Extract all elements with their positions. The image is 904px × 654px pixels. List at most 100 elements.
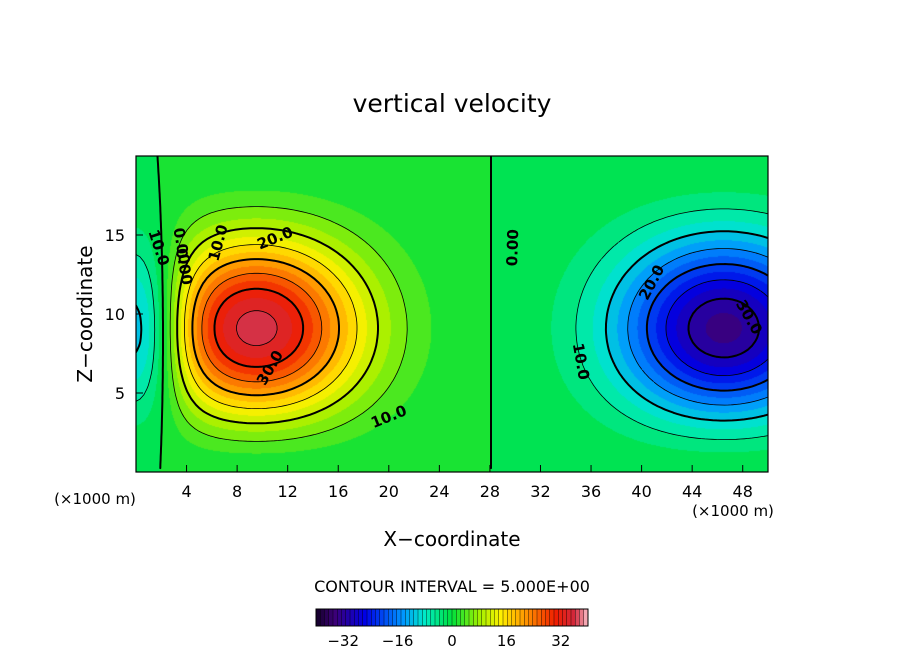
x-unit-label-left: (×1000 m)	[54, 490, 136, 508]
colorbar-swatch	[315, 608, 321, 627]
colorbar-swatch	[366, 608, 372, 627]
y-tick-label: 10	[105, 305, 125, 324]
colorbar-swatch	[383, 608, 389, 627]
colorbar-swatch	[524, 608, 530, 627]
colorbar-swatch	[541, 608, 547, 627]
colorbar-swatch	[447, 608, 453, 627]
x-tick-label: 40	[631, 482, 651, 501]
colorbar-swatch	[328, 608, 334, 627]
colorbar-swatch	[477, 608, 483, 627]
colorbar-swatch	[460, 608, 466, 627]
colorbar-swatch	[354, 608, 360, 627]
colorbar-swatch	[575, 608, 581, 627]
colorbar-swatch	[426, 608, 432, 627]
colorbar-tick-label: 32	[551, 632, 570, 650]
x-axis-ticks: 4 8 12 16 20 24 28 32 36 40 44 48	[181, 465, 753, 501]
x-tick-label: 4	[181, 482, 191, 501]
x-tick-label: 36	[581, 482, 601, 501]
colorbar-swatch	[332, 608, 338, 627]
colorbar-swatch	[494, 608, 500, 627]
contour-line-20	[191, 258, 340, 397]
colorbar-swatch	[320, 608, 326, 627]
colorbar-swatch	[392, 608, 398, 627]
contour-line-0	[156, 156, 492, 470]
colorbar-swatch	[498, 608, 504, 627]
colorbar-swatch	[464, 608, 470, 627]
colorbar-tick-label: 16	[497, 632, 516, 650]
contour-line-neg10	[136, 230, 768, 422]
contour-line-neg15	[627, 248, 768, 406]
colorbar-swatch	[337, 608, 343, 627]
contour-line-35	[236, 310, 278, 346]
colorbar-swatch	[443, 608, 449, 627]
colorbar-swatch	[558, 608, 564, 627]
colorbar-swatch	[473, 608, 479, 627]
colorbar-swatch	[507, 608, 513, 627]
y-axis-ticks: 5 10 15	[105, 226, 143, 403]
x-tick-label: 16	[328, 482, 348, 501]
colorbar-swatch	[409, 608, 415, 627]
contour-line-5	[169, 206, 408, 442]
x-tick-label: 28	[480, 482, 500, 501]
contour-line-neg20	[645, 263, 768, 392]
colorbar-swatch	[345, 608, 351, 627]
colorbar-swatch	[341, 608, 347, 627]
colorbar-swatch	[430, 608, 436, 627]
contour-line-neg25	[665, 279, 768, 376]
contour-interval-text: CONTOUR INTERVAL = 5.000E+00	[314, 577, 590, 596]
y-tick-label: 5	[115, 384, 125, 403]
contour-label: 0.00	[503, 229, 522, 267]
chart-title: vertical velocity	[353, 89, 552, 118]
colorbar-swatch	[375, 608, 381, 627]
colorbar-tick-label: −32	[327, 632, 359, 650]
colorbar-swatch	[451, 608, 457, 627]
colorbar-ticks: −32 −16 0 16 32	[327, 632, 570, 650]
colorbar-swatch	[413, 608, 419, 627]
colorbar-swatch	[405, 608, 411, 627]
colorbar-swatch	[400, 608, 406, 627]
colorbar-swatch	[349, 608, 355, 627]
y-axis-label: Z−coordinate	[73, 245, 97, 382]
heatmap-field	[136, 156, 768, 472]
x-tick-label: 24	[429, 482, 449, 501]
colorbar-swatch	[434, 608, 440, 627]
colorbar-swatch	[481, 608, 487, 627]
colorbar-swatch	[511, 608, 517, 627]
x-tick-label: 20	[379, 482, 399, 501]
contour-line-30	[213, 287, 305, 368]
colorbar-swatch	[536, 608, 542, 627]
colorbar-tick-label: 0	[447, 632, 457, 650]
x-tick-label: 32	[530, 482, 550, 501]
colorbar-swatch	[468, 608, 474, 627]
colorbar-swatch	[439, 608, 445, 627]
colorbar-swatch	[515, 608, 521, 627]
contour-line-neg5	[136, 208, 768, 440]
colorbar-swatch	[562, 608, 568, 627]
colorbar-swatch	[324, 608, 330, 627]
colorbar-swatch	[456, 608, 462, 627]
colorbar-swatch	[396, 608, 402, 627]
y-tick-label: 15	[105, 226, 125, 245]
colorbar-swatch	[553, 608, 559, 627]
x-tick-label: 48	[733, 482, 753, 501]
colorbar-swatch	[388, 608, 394, 627]
colorbar-swatch	[485, 608, 491, 627]
colorbar-swatch	[570, 608, 576, 627]
colorbar-swatch	[422, 608, 428, 627]
colorbar-swatch	[528, 608, 534, 627]
colorbar-swatch	[490, 608, 496, 627]
colorbar-swatch	[566, 608, 572, 627]
colorbar-swatch	[579, 608, 585, 627]
x-tick-label: 44	[682, 482, 702, 501]
colorbar-swatch	[549, 608, 555, 627]
contour-line-10	[176, 227, 379, 425]
x-tick-label: 12	[278, 482, 298, 501]
colorbar-swatch	[371, 608, 377, 627]
contour-line-neg30	[687, 297, 760, 359]
colorbar-swatch	[532, 608, 538, 627]
colorbar-swatch	[502, 608, 508, 627]
colorbar-swatch	[417, 608, 423, 627]
contour-line-15	[184, 244, 358, 409]
